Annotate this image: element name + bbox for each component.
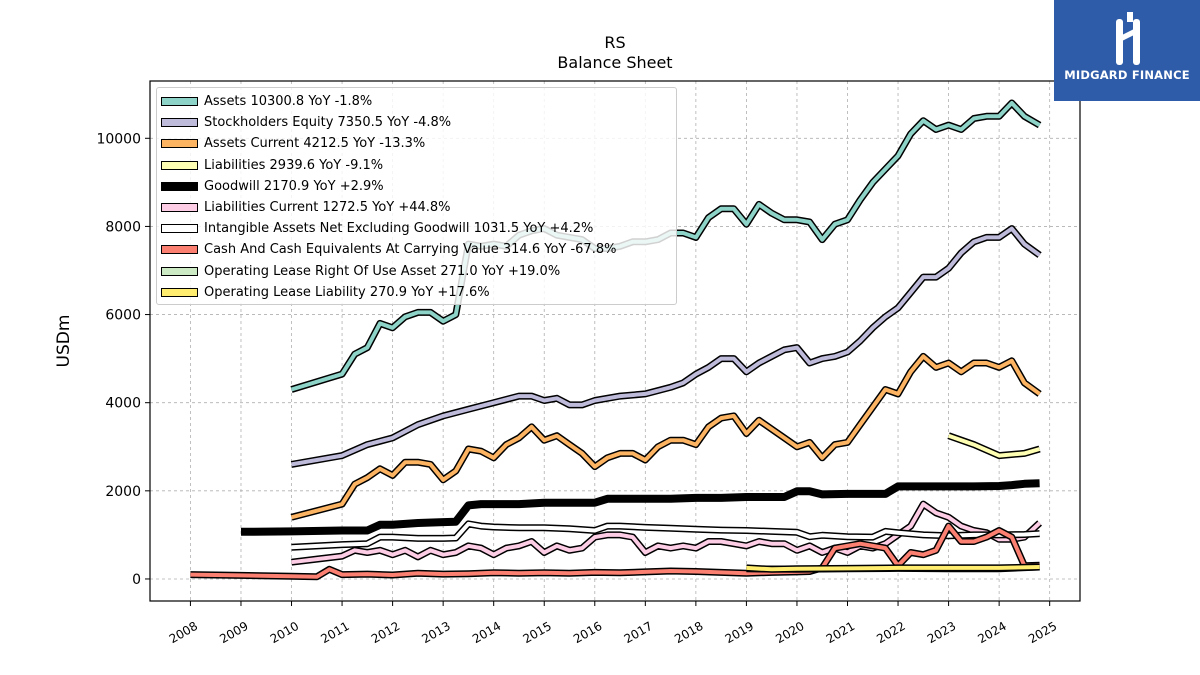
legend-label: Operating Lease Liability 270.9 YoY +17.… [204,284,490,300]
x-tick-label: 2016 [571,619,604,646]
x-tick-label: 2017 [622,619,655,646]
logo-mark-icon [1116,12,1140,65]
series-line-outline [290,352,1042,521]
series-line [291,226,1041,467]
legend-label: Intangible Assets Net Excluding Goodwill… [204,221,594,237]
x-tick-label: 2020 [773,619,806,646]
legend-item: Operating Lease Liability 270.9 YoY +17.… [157,283,676,304]
legend-label: Assets 10300.8 YoY -1.8% [204,94,373,109]
legend-swatch [161,245,198,255]
midgard-finance-logo: MIDGARD FINANCE [1054,0,1200,101]
series-line [947,433,1041,458]
series-line [291,502,1041,565]
legend-item: Assets 10300.8 YoY -1.8% [157,92,676,113]
legend-item: Assets Current 4212.5 YoY -13.3% [157,134,676,155]
x-tick-label: 2023 [925,619,958,646]
legend-swatch [161,160,198,170]
x-tick-label: 2019 [723,619,756,646]
legend-swatch [161,139,198,149]
y-tick-label: 4000 [105,396,141,412]
legend-label: Operating Lease Right Of Use Asset 271.0… [204,263,561,279]
legend-label: Liabilities Current 1272.5 YoY +44.8% [204,200,451,215]
x-tick-label: 2015 [521,619,554,646]
x-tick-label: 2010 [268,619,301,646]
series-line [290,101,1041,392]
x-tick-label: 2014 [470,619,503,646]
y-tick-label: 2000 [105,484,141,500]
x-tick-label: 2013 [419,619,452,646]
legend-label: Cash And Cash Equivalents At Carrying Va… [204,242,617,258]
x-tick-label: 2018 [672,619,705,646]
legend-item: Stockholders Equity 7350.5 YoY -4.8% [157,113,676,134]
y-tick-label: 8000 [105,219,141,235]
y-tick-label: 6000 [105,308,141,324]
legend-swatch [161,287,198,297]
legend: Assets 10300.8 YoY -1.8% Stockholders Equ… [156,87,677,305]
x-tick-label: 2021 [824,619,857,646]
x-tick-label: 2025 [1026,619,1059,646]
series-line [746,565,1040,572]
y-axis-ticks: 0 2000 4000 6000 8000 10000 [96,131,150,588]
chart-title: RS [604,33,625,52]
series-line [291,521,1040,550]
legend-item: Liabilities 2939.6 YoY -9.1% [157,156,676,177]
legend-label: Goodwill 2170.9 YoY +2.9% [204,178,384,194]
series-lines [190,99,1042,581]
logo-text: MIDGARD FINANCE [1064,68,1190,82]
series-line-outline [240,479,1040,536]
legend-label: Assets Current 4212.5 YoY -13.3% [204,136,426,152]
x-tick-label: 2012 [369,619,402,646]
x-tick-label: 2008 [167,619,200,646]
chart-subtitle: Balance Sheet [557,53,672,72]
legend-label: Stockholders Equity 7350.5 YoY -4.8% [204,115,452,131]
legend-swatch [161,266,198,276]
legend-swatch [161,97,198,106]
legend-swatch [161,181,198,191]
legend-label: Liabilities 2939.6 YoY -9.1% [204,157,384,173]
legend-item: Cash And Cash Equivalents At Carrying Va… [157,240,676,261]
legend-swatch [161,118,198,128]
series-line [190,524,1040,579]
legend-swatch [161,224,198,234]
x-axis-ticks: 2008 2009 2010 2011 2012 2013 2014 2015 2016 2017… [167,601,1059,646]
legend-item: Liabilities Current 1272.5 YoY +44.8% [157,198,676,219]
x-tick-label: 2024 [975,619,1008,646]
y-axis-label: USDm [54,315,74,368]
y-tick-label: 0 [132,572,141,588]
legend-item: Operating Lease Right Of Use Asset 271.0… [157,262,676,283]
series-line [290,354,1041,520]
x-tick-label: 2009 [217,619,250,646]
y-tick-label: 10000 [96,131,141,147]
legend-swatch [161,203,198,212]
legend-item: Goodwill 2170.9 YoY +2.9% [157,177,676,198]
legend-item: Intangible Assets Net Excluding Goodwill… [157,219,676,240]
plot-frame [149,80,1081,602]
x-tick-label: 2022 [874,619,907,646]
x-tick-label: 2011 [318,619,351,646]
